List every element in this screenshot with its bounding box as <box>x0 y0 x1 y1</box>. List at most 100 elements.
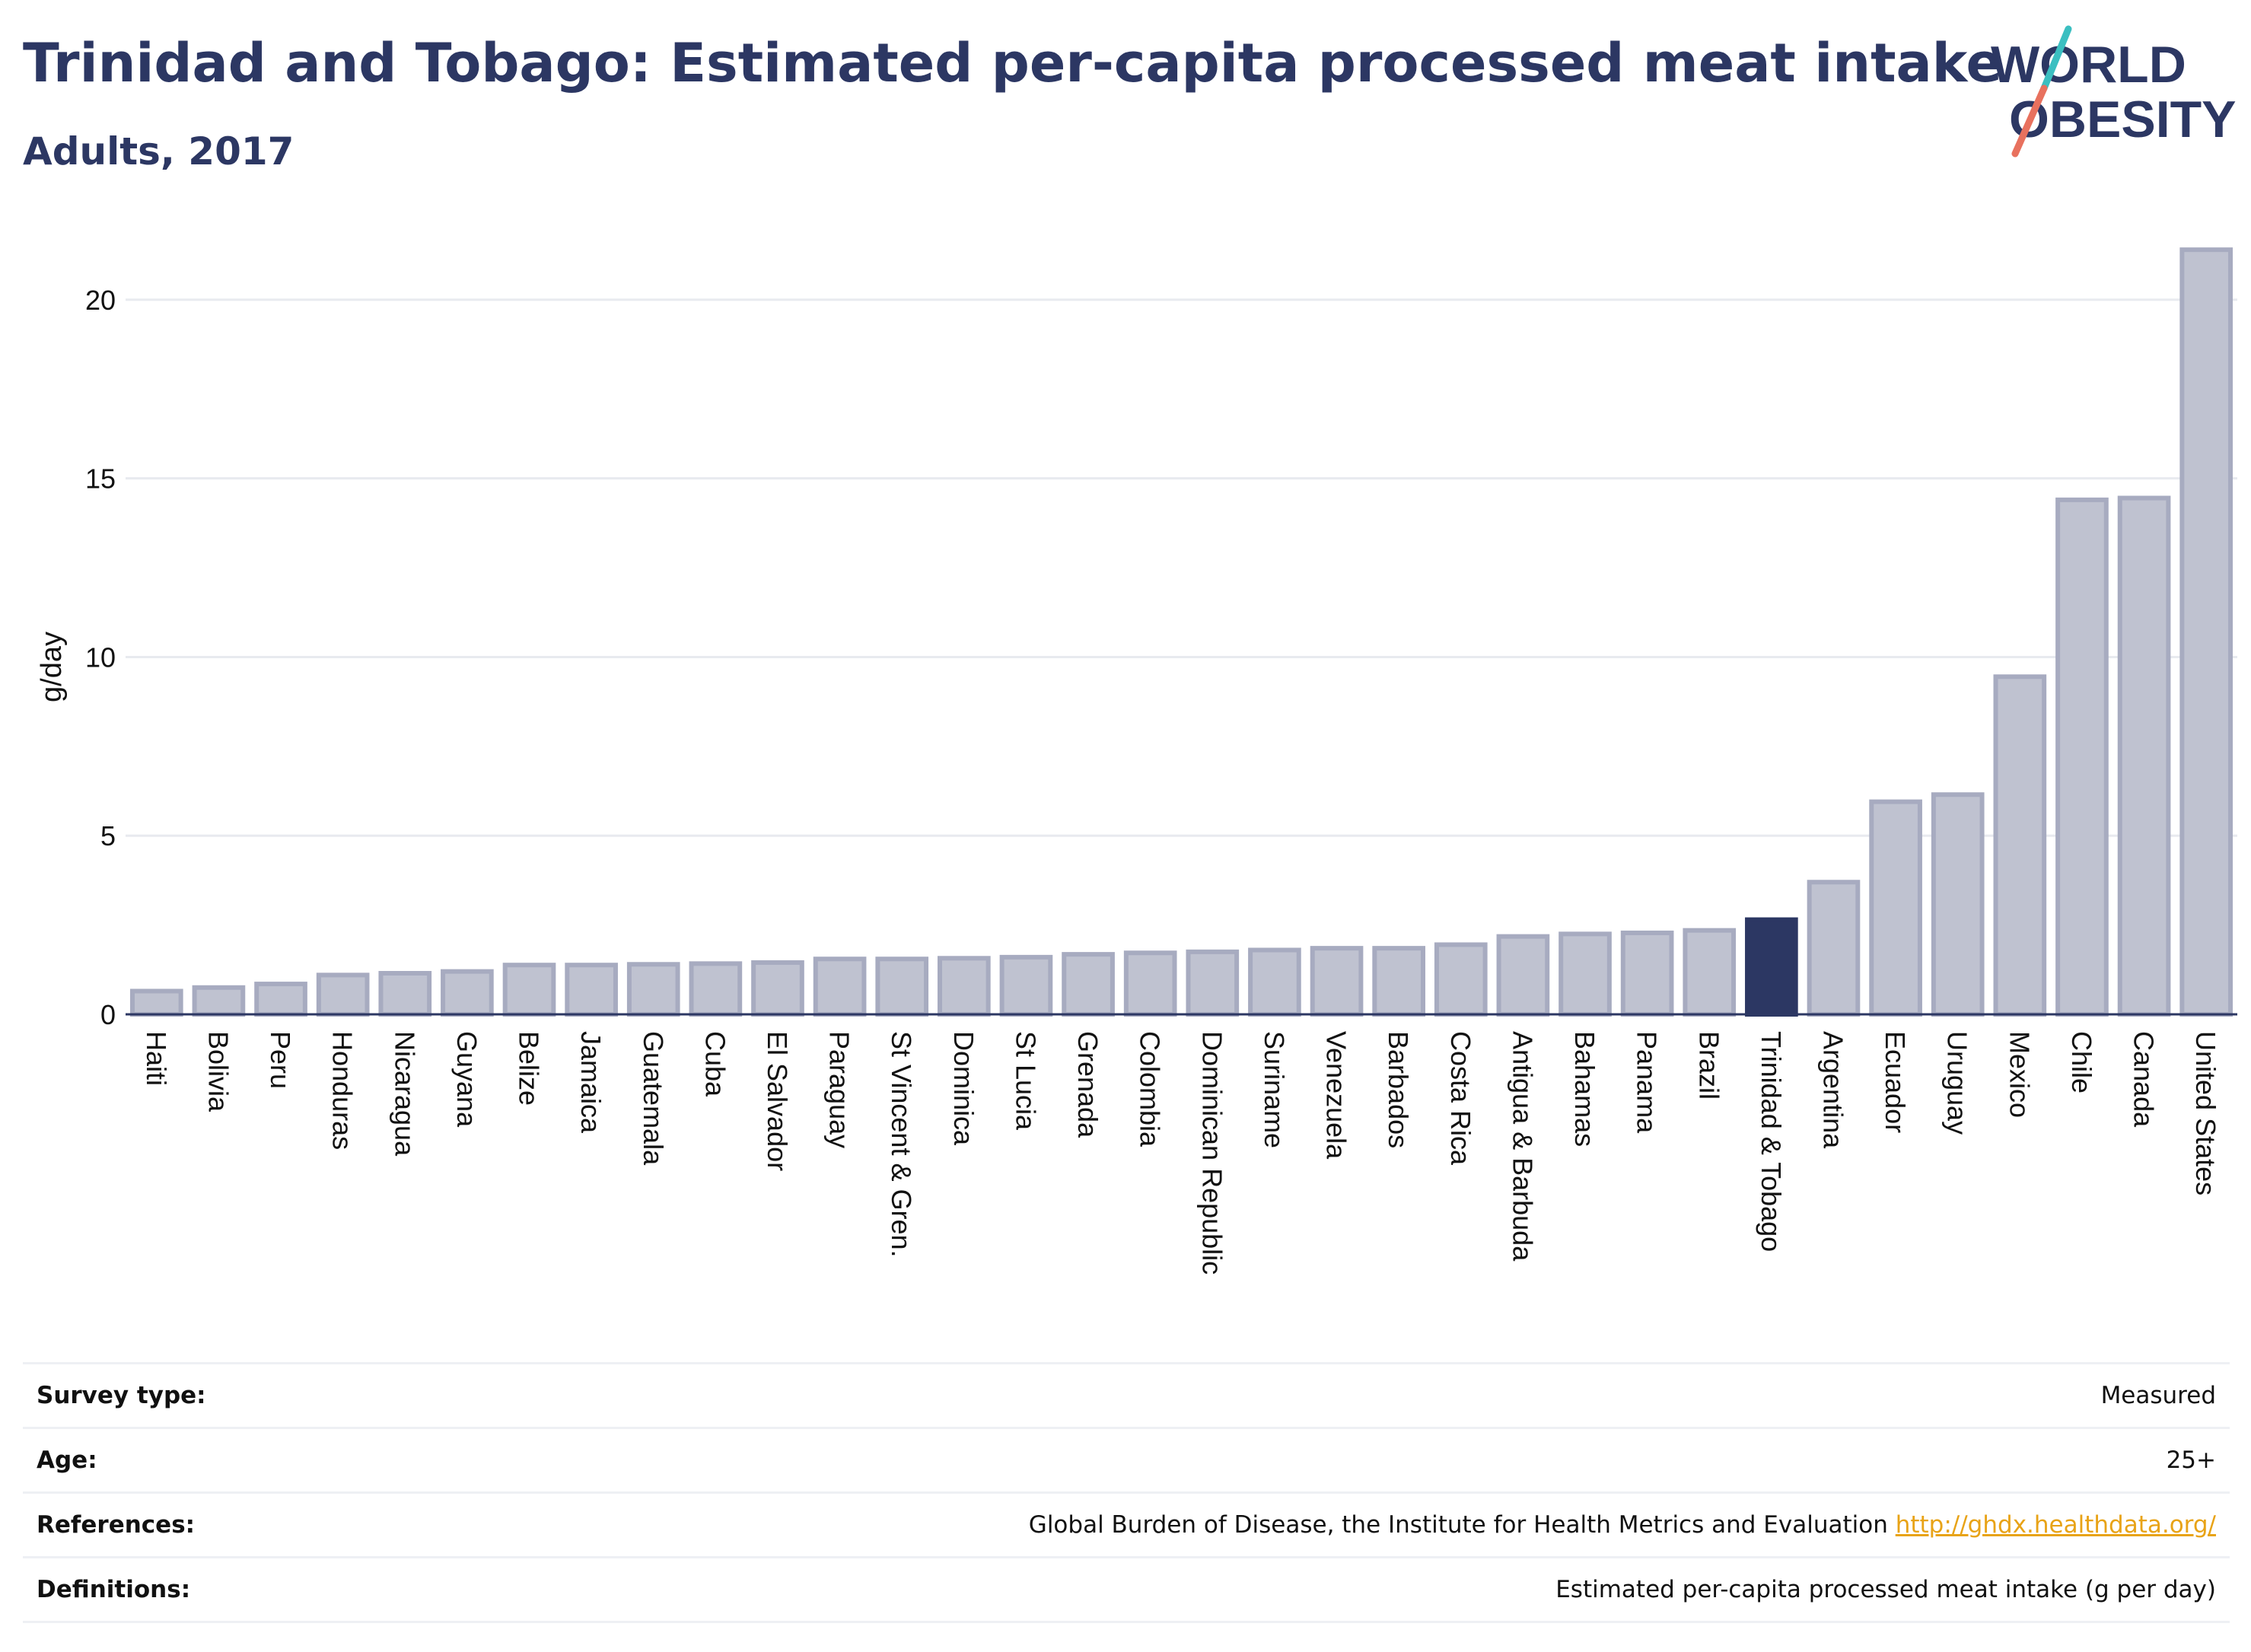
bar-jamaica[interactable] <box>565 963 618 1017</box>
info-row: Survey type: Measured <box>23 1362 2230 1427</box>
x-tick-label: Bahamas <box>1569 1031 1600 1147</box>
bar-dominica[interactable] <box>938 956 991 1017</box>
bar-venezuela[interactable] <box>1310 946 1364 1017</box>
x-tick-label: Peru <box>265 1031 296 1089</box>
x-tick-label: Venezuela <box>1321 1031 1352 1160</box>
bar-grenada[interactable] <box>1062 952 1115 1017</box>
bar-paraguay[interactable] <box>813 957 867 1017</box>
x-tick-label: Jamaica <box>575 1031 607 1134</box>
bar-costa-rica[interactable] <box>1434 942 1488 1017</box>
info-row: Age: 25+ <box>23 1427 2230 1491</box>
info-row: References: Global Burden of Disease, the… <box>23 1491 2230 1556</box>
x-tick-label: Dominica <box>948 1031 979 1146</box>
logo-line1: WORLD <box>1991 36 2186 94</box>
bar-st-vincent-gren-[interactable] <box>875 957 929 1017</box>
bar-honduras[interactable] <box>316 972 370 1017</box>
info-row: Definitions: Estimated per-capita process… <box>23 1556 2230 1623</box>
x-tick-label: Brazil <box>1693 1031 1724 1100</box>
bar-st-lucia[interactable] <box>999 954 1053 1017</box>
x-tick-label: Chile <box>2066 1031 2097 1093</box>
bar-nicaragua[interactable] <box>378 971 432 1017</box>
x-tick-label: Haiti <box>141 1031 172 1086</box>
x-tick-label: Nicaragua <box>389 1031 420 1157</box>
x-tick-label: Paraguay <box>824 1031 855 1148</box>
info-value: Measured <box>2100 1382 2216 1409</box>
bar-colombia[interactable] <box>1123 950 1177 1017</box>
info-label: References: <box>37 1511 196 1539</box>
bar-barbados[interactable] <box>1372 946 1425 1017</box>
x-tick-label: Uruguay <box>1942 1031 1973 1135</box>
bar-cuba[interactable] <box>689 961 743 1017</box>
world-obesity-logo: WORLD OBESITY <box>1991 25 2237 158</box>
bar-peru[interactable] <box>254 982 307 1017</box>
y-axis-title: g/day <box>36 632 68 702</box>
y-tick-label: 20 <box>85 285 116 316</box>
bar-bolivia[interactable] <box>192 985 246 1017</box>
x-tick-label: Cuba <box>699 1031 731 1097</box>
info-value: Global Burden of Disease, the Institute … <box>1028 1511 2216 1539</box>
bar-panama[interactable] <box>1620 930 1674 1017</box>
logo-slash-coral <box>2011 84 2048 158</box>
bar-guyana[interactable] <box>441 969 494 1017</box>
y-tick-label: 10 <box>85 641 116 673</box>
x-tick-label: Guyana <box>451 1031 482 1128</box>
reference-link[interactable]: http://ghdx.healthdata.org/ <box>1895 1511 2216 1539</box>
info-label: Survey type: <box>37 1382 206 1409</box>
bar-canada[interactable] <box>2117 495 2171 1017</box>
x-tick-label: Costa Rica <box>1445 1031 1476 1166</box>
bars <box>129 247 2233 1017</box>
x-tick-label: Suriname <box>1259 1031 1290 1148</box>
y-tick-label: 15 <box>85 463 116 495</box>
bar-united-states[interactable] <box>2179 247 2233 1017</box>
x-tick-label: Argentina <box>1817 1031 1848 1149</box>
info-table: Survey type: Measured Age: 25+ References: Gl… <box>23 1362 2230 1623</box>
x-tick-label: Bolivia <box>202 1031 234 1112</box>
x-tick-label: Dominican Republic <box>1196 1031 1227 1275</box>
bar-guatemala[interactable] <box>626 962 680 1017</box>
logo-line2: OBESITY <box>2009 91 2237 148</box>
y-tick-label: 5 <box>100 820 116 851</box>
x-tick-label: Honduras <box>327 1031 358 1150</box>
gridlines <box>126 298 2237 837</box>
x-tick-label: El Salvador <box>762 1031 793 1171</box>
y-tick-label: 0 <box>100 999 116 1030</box>
logo-slash-teal <box>2040 25 2072 92</box>
bar-el-salvador[interactable] <box>751 960 804 1017</box>
bar-brazil[interactable] <box>1683 928 1737 1017</box>
chart-subtitle: Adults, 2017 <box>23 129 295 173</box>
bar-bahamas[interactable] <box>1559 931 1612 1017</box>
bar-ecuador[interactable] <box>1869 799 1922 1017</box>
x-tick-label: Mexico <box>2004 1031 2035 1118</box>
bar-dominican-republic[interactable] <box>1186 949 1240 1017</box>
bar-antigua-barbuda[interactable] <box>1496 934 1550 1017</box>
x-tick-label: Colombia <box>1135 1031 1166 1147</box>
bar-mexico[interactable] <box>1993 674 2047 1017</box>
info-value: 25+ <box>2166 1447 2216 1474</box>
bar-chart: 0 5 10 15 20 Haiti Bolivia Peru Honduras Nicarag… <box>36 247 2237 1275</box>
x-tick-label: Trinidad & Tobago <box>1756 1031 1787 1252</box>
bar-suriname[interactable] <box>1248 947 1301 1017</box>
x-tick-label: Belize <box>514 1031 545 1106</box>
bar-argentina[interactable] <box>1807 880 1861 1017</box>
bar-uruguay[interactable] <box>1931 792 1985 1017</box>
x-tick-label: United States <box>2190 1031 2221 1195</box>
x-tick-label: Canada <box>2128 1031 2160 1128</box>
x-tick-label: St Lucia <box>1010 1031 1041 1131</box>
x-tick-label: St Vincent & Gren. <box>886 1031 917 1258</box>
x-tick-label: Barbados <box>1383 1031 1414 1148</box>
info-label: Age: <box>37 1447 97 1474</box>
x-tick-label: Guatemala <box>638 1031 669 1166</box>
x-tick-label: Ecuador <box>1880 1031 1911 1133</box>
bar-haiti[interactable] <box>129 988 183 1017</box>
x-tick-label: Grenada <box>1072 1031 1103 1138</box>
bar-chile[interactable] <box>2055 497 2109 1017</box>
chart-title: Trinidad and Tobago: Estimated per-capit… <box>23 32 2002 94</box>
y-axis-ticks: 0 5 10 15 20 <box>85 285 116 1030</box>
bar-belize[interactable] <box>502 963 556 1017</box>
info-value: Estimated per-capita processed meat inta… <box>1555 1576 2216 1603</box>
info-label: Definitions: <box>37 1576 191 1603</box>
x-axis-labels: Haiti Bolivia Peru Honduras Nicaragua Guyana B… <box>141 1031 2221 1275</box>
bar-trinidad-tobago[interactable] <box>1745 917 1798 1017</box>
x-tick-label: Panama <box>1632 1031 1663 1134</box>
x-tick-label: Antigua & Barbuda <box>1507 1031 1538 1262</box>
